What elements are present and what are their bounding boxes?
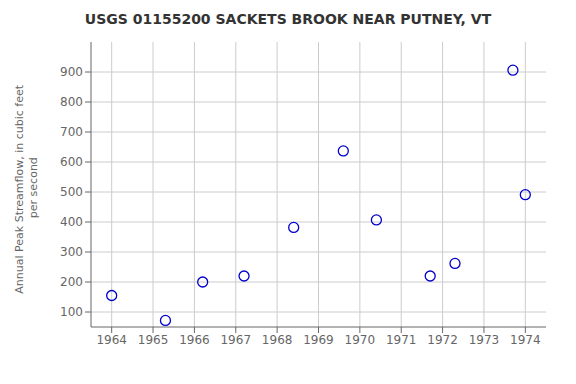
svg-text:100: 100 xyxy=(60,305,83,319)
svg-text:1971: 1971 xyxy=(386,333,417,347)
svg-text:1968: 1968 xyxy=(262,333,293,347)
svg-text:900: 900 xyxy=(60,65,83,79)
svg-text:1966: 1966 xyxy=(179,333,210,347)
svg-text:400: 400 xyxy=(60,215,83,229)
svg-text:600: 600 xyxy=(60,155,83,169)
html-text:per second: per second xyxy=(27,157,40,222)
svg-text:300: 300 xyxy=(60,245,83,259)
svg-text:1967: 1967 xyxy=(220,333,251,347)
svg-text:1974: 1974 xyxy=(510,333,541,347)
svg-text:1969: 1969 xyxy=(303,333,334,347)
svg-text:500: 500 xyxy=(60,185,83,199)
html-text:USGS 01155200 SACKETS BROOK NE: USGS 01155200 SACKETS BROOK NEAR PUTNEY,… xyxy=(84,11,492,27)
html-text:Annual Peak Streamflow, in cub: Annual Peak Streamflow, in cubic feet xyxy=(13,85,26,294)
svg-text:1970: 1970 xyxy=(345,333,376,347)
svg-text:800: 800 xyxy=(60,95,83,109)
svg-text:1964: 1964 xyxy=(96,333,127,347)
svg-text:1973: 1973 xyxy=(469,333,500,347)
svg-text:200: 200 xyxy=(60,275,83,289)
svg-text:1972: 1972 xyxy=(427,333,458,347)
svg-text:700: 700 xyxy=(60,125,83,139)
svg-text:1965: 1965 xyxy=(138,333,169,347)
